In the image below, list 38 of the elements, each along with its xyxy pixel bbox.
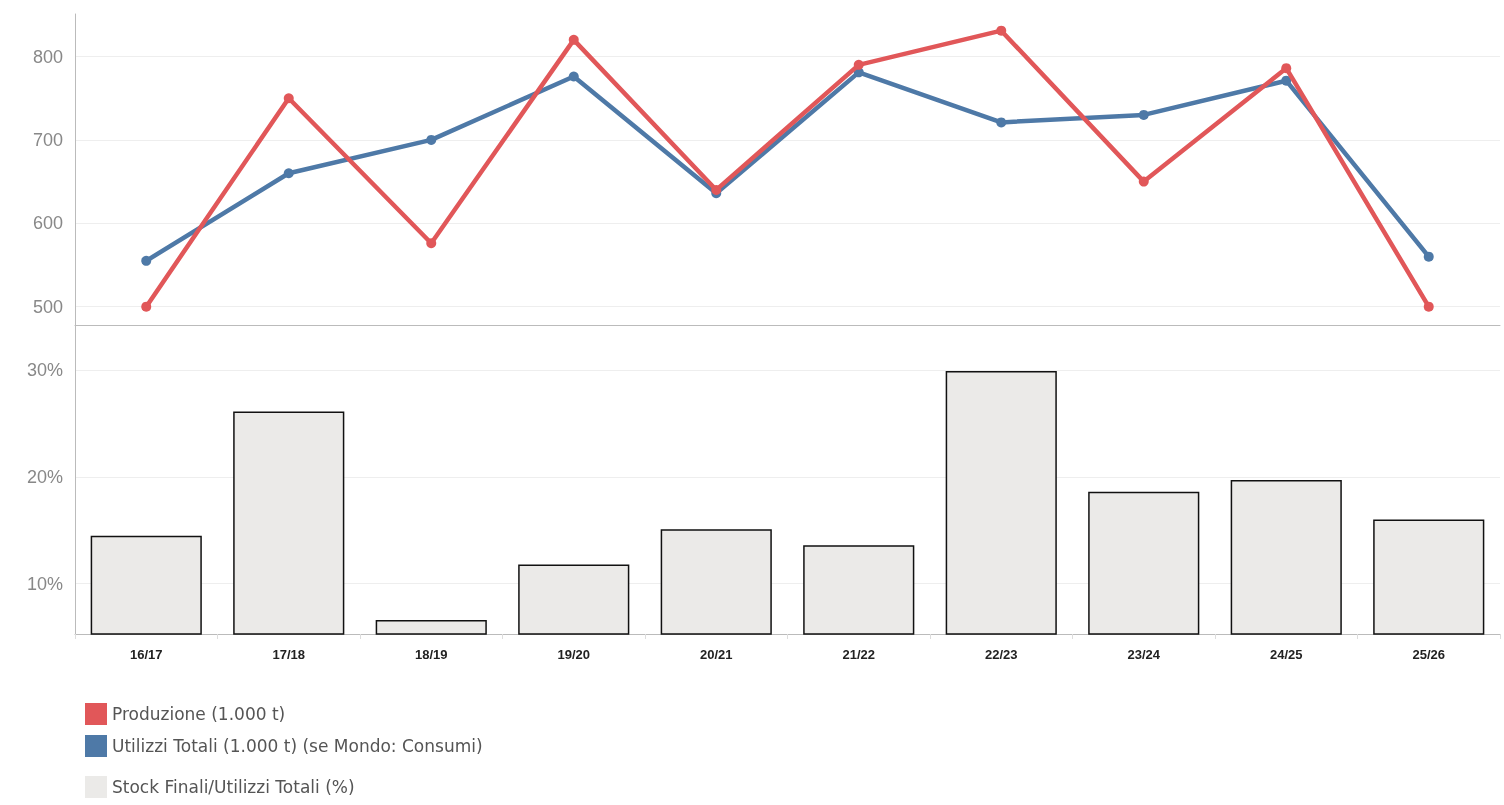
point xyxy=(283,93,294,104)
point xyxy=(853,59,864,70)
point xyxy=(711,184,722,195)
y-tick-label: 10% xyxy=(26,573,63,594)
point xyxy=(1138,176,1149,187)
legend-label: Utilizzi Totali (1.000 t) (se Mondo: Consumi) xyxy=(112,736,483,756)
x-tick-label: 25/26 xyxy=(1412,647,1446,662)
y-tick-label: 700 xyxy=(32,129,63,150)
x-tick-label: 18/19 xyxy=(414,647,448,662)
x-tick-label: 17/18 xyxy=(272,647,306,662)
point xyxy=(1423,301,1434,312)
legend-label: Produzione (1.000 t) xyxy=(112,704,286,724)
x-tick-label: 22/23 xyxy=(984,647,1018,662)
x-tick-label: 20/21 xyxy=(699,647,733,662)
y-tick-label: 30% xyxy=(26,359,63,380)
x-tick-label: 16/17 xyxy=(129,647,163,662)
point xyxy=(1138,109,1149,120)
y-tick-label: 500 xyxy=(32,296,63,317)
x-tick-label: 24/25 xyxy=(1269,647,1303,662)
point xyxy=(426,238,437,249)
point xyxy=(426,134,437,145)
point xyxy=(141,255,152,266)
point xyxy=(141,301,152,312)
y-tick-label: 20% xyxy=(26,466,63,487)
x-tick-label: 19/20 xyxy=(557,647,591,662)
point xyxy=(996,117,1007,128)
legend-label: Stock Finali/Utilizzi Totali (%) xyxy=(112,777,355,797)
point xyxy=(568,34,579,45)
y-tick-label: 800 xyxy=(32,46,63,67)
point xyxy=(1281,63,1292,74)
y-tick-label: 600 xyxy=(32,213,63,234)
point xyxy=(996,25,1007,36)
point xyxy=(1423,251,1434,262)
point xyxy=(568,71,579,82)
x-tick-label: 21/22 xyxy=(842,647,876,662)
point xyxy=(1281,75,1292,86)
point xyxy=(283,168,294,179)
x-tick-label: 23/24 xyxy=(1127,647,1161,662)
